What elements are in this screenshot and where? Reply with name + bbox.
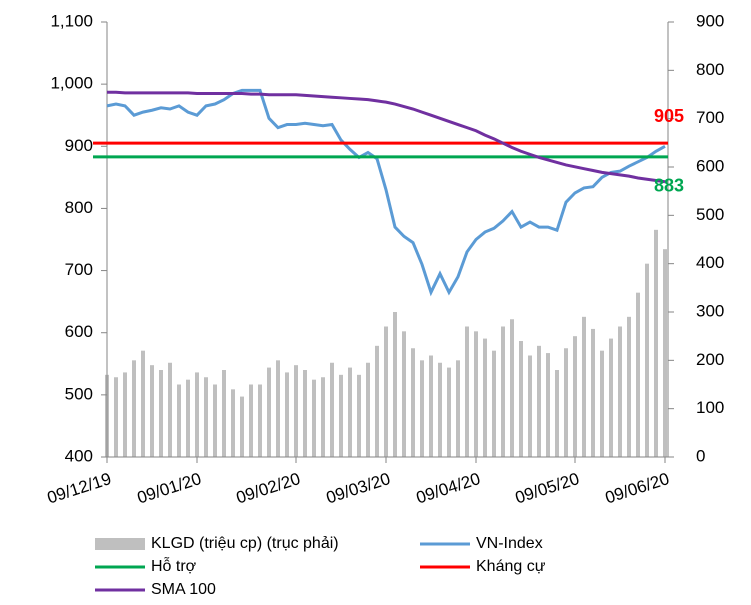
bar (501, 326, 505, 457)
bar (249, 384, 253, 457)
bar (312, 379, 316, 457)
bar (267, 367, 271, 457)
bar (195, 372, 199, 457)
x-tick-label: 09/06/20 (603, 469, 672, 508)
bar (573, 336, 577, 457)
bar (663, 249, 667, 457)
bar (636, 292, 640, 457)
bar (582, 316, 586, 457)
bar (348, 367, 352, 457)
bar (420, 360, 424, 457)
y2-tick-label: 400 (696, 253, 724, 272)
bar (231, 389, 235, 457)
y-tick-label: 600 (65, 322, 93, 341)
bar (186, 379, 190, 457)
bar (447, 367, 451, 457)
bar (402, 331, 406, 457)
bar (339, 374, 343, 457)
y2-tick-label: 0 (696, 446, 705, 465)
y2-tick-label: 300 (696, 301, 724, 320)
level-label: 883 (654, 176, 684, 196)
bar (213, 384, 217, 457)
y2-tick-label: 900 (696, 11, 724, 30)
level-label: 905 (654, 106, 684, 126)
legend-label: Hỗ trợ (151, 556, 197, 575)
bar (330, 362, 334, 457)
bar (150, 365, 154, 457)
bar (528, 355, 532, 457)
line (107, 90, 666, 184)
bar (600, 350, 604, 457)
bar (483, 338, 487, 457)
bar (645, 263, 649, 457)
bar (159, 370, 163, 457)
bar (384, 326, 388, 457)
bar (114, 377, 118, 457)
bar (285, 372, 289, 457)
bar (393, 312, 397, 457)
y-tick-label: 1,000 (50, 74, 93, 93)
bar (303, 370, 307, 457)
x-tick-label: 09/05/20 (513, 469, 582, 508)
legend-swatch (95, 538, 145, 550)
y-tick-label: 900 (65, 136, 93, 155)
bar (123, 372, 127, 457)
bar (168, 362, 172, 457)
bar (204, 377, 208, 457)
bar (375, 345, 379, 457)
bar (438, 362, 442, 457)
legend-label: KLGD (triệu cp) (trục phải) (151, 535, 339, 552)
bar (321, 377, 325, 457)
bar (465, 326, 469, 457)
x-tick-label: 09/04/20 (414, 469, 483, 508)
legend-label: SMA 100 (151, 581, 216, 598)
line (106, 88, 666, 297)
bar (546, 353, 550, 457)
bar (132, 360, 136, 457)
bar (609, 338, 613, 457)
y-tick-label: 1,100 (50, 11, 93, 30)
bar (627, 316, 631, 457)
bar (258, 384, 262, 457)
y-tick-label: 800 (65, 198, 93, 217)
bar (141, 350, 145, 457)
legend-label: Kháng cự (476, 558, 546, 575)
y2-tick-label: 100 (696, 398, 724, 417)
y2-tick-label: 600 (696, 156, 724, 175)
bar (276, 360, 280, 457)
x-tick-label: 09/02/20 (234, 469, 303, 508)
bar (240, 396, 244, 457)
y2-tick-label: 800 (696, 60, 724, 79)
y-tick-label: 400 (65, 446, 93, 465)
bar (177, 384, 181, 457)
bar (366, 362, 370, 457)
bar (591, 328, 595, 457)
y2-tick-label: 200 (696, 350, 724, 369)
bar (618, 326, 622, 457)
x-tick-label: 09/01/20 (135, 469, 204, 508)
x-tick-label: 09/12/19 (45, 469, 114, 508)
legend-label: VN-Index (476, 535, 543, 552)
bar (456, 360, 460, 457)
bar (429, 355, 433, 457)
bar (294, 365, 298, 457)
y2-tick-label: 500 (696, 205, 724, 224)
bar (654, 229, 658, 457)
bar (492, 350, 496, 457)
bar (411, 348, 415, 457)
bar (555, 370, 559, 457)
bar (474, 331, 478, 457)
x-tick-label: 09/03/20 (324, 469, 393, 508)
bar (510, 319, 514, 457)
y2-tick-label: 700 (696, 108, 724, 127)
bar (222, 370, 226, 457)
bar (519, 341, 523, 457)
bar (564, 348, 568, 457)
y-tick-label: 700 (65, 260, 93, 279)
y-tick-label: 500 (65, 384, 93, 403)
bar (357, 374, 361, 457)
bar (537, 345, 541, 457)
